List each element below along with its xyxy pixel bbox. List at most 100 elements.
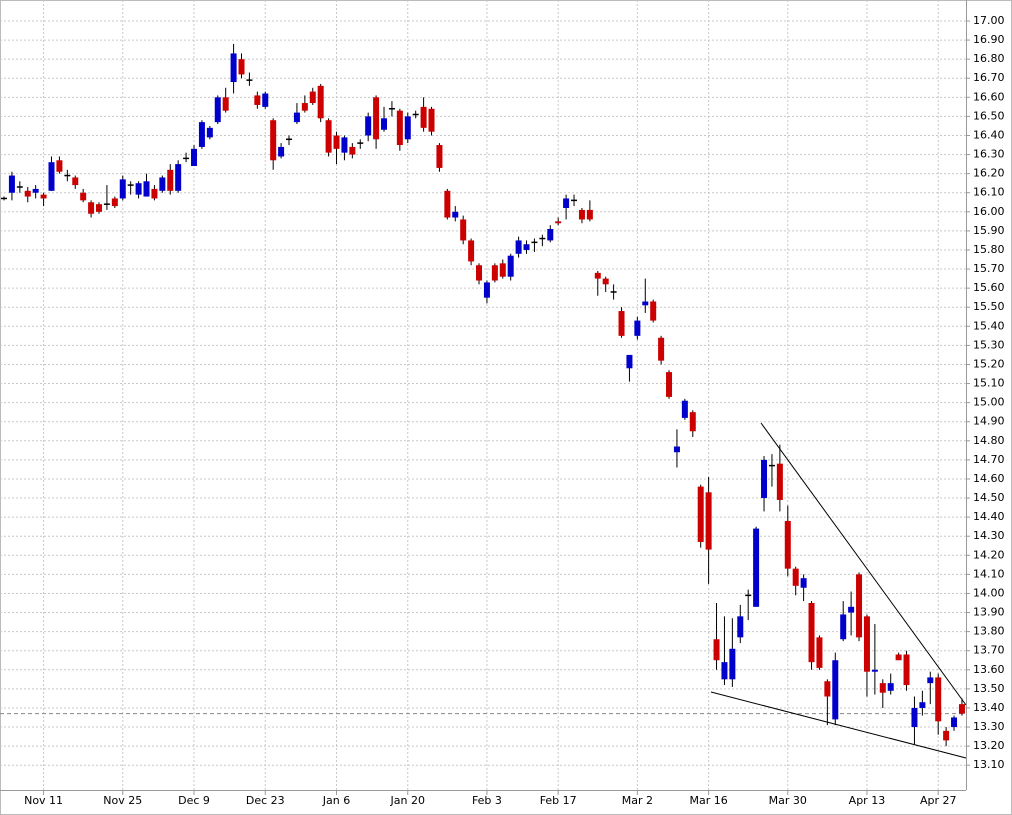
candle-body: [349, 146, 356, 155]
candle-body: [32, 188, 39, 193]
y-tick-label: 14.20: [973, 548, 1005, 561]
y-tick-label: 16.60: [973, 90, 1005, 103]
candle-body: [293, 112, 300, 123]
y-tick-label: 13.20: [973, 739, 1005, 752]
candle-body: [24, 190, 31, 197]
candle-body: [56, 160, 63, 172]
candles: [1, 43, 965, 747]
x-tick-label: Apr 13: [849, 794, 886, 807]
candle-body: [634, 320, 641, 336]
y-tick-label: 16.50: [973, 109, 1005, 122]
x-tick-label: Nov 25: [103, 794, 142, 807]
candle-body: [895, 654, 902, 661]
y-tick-label: 14.80: [973, 434, 1005, 447]
x-tick-label: Dec 9: [178, 794, 210, 807]
x-tick-label: Feb 3: [472, 794, 502, 807]
candle-body: [879, 683, 886, 693]
candle-body: [428, 108, 435, 132]
candle-body: [191, 148, 198, 167]
candle-body: [658, 337, 665, 361]
candle-body: [871, 669, 878, 672]
candle-body: [666, 372, 673, 397]
candle-body: [333, 135, 340, 149]
y-tick-label: 14.40: [973, 510, 1005, 523]
y-tick-label: 16.90: [973, 33, 1005, 46]
candle-body: [792, 568, 799, 586]
y-tick-label: 15.90: [973, 224, 1005, 237]
candle-body: [183, 157, 190, 160]
y-tick-label: 16.30: [973, 148, 1005, 161]
y-tick-label: 14.50: [973, 491, 1005, 504]
candle-body: [246, 79, 253, 81]
candle-body: [460, 219, 467, 241]
candle-body: [800, 578, 807, 588]
candle-body: [768, 464, 775, 467]
candle-body: [745, 594, 752, 597]
candle-body: [436, 145, 443, 168]
y-tick-label: 13.80: [973, 625, 1005, 638]
candle-body: [167, 169, 174, 191]
candle-body: [618, 311, 625, 336]
candle-body: [309, 91, 316, 104]
trend-line-upper: [760, 422, 967, 706]
candle-body: [642, 301, 649, 306]
y-tick-label: 14.10: [973, 567, 1005, 580]
candle-body: [452, 211, 459, 218]
candle-body: [531, 241, 538, 244]
candle-body: [832, 660, 839, 720]
candle-body: [571, 199, 578, 202]
candle-body: [404, 116, 411, 140]
candle-body: [127, 184, 134, 186]
candle-body: [254, 95, 261, 105]
y-tick-label: 15.80: [973, 243, 1005, 256]
candle-body: [270, 120, 277, 161]
candle-body: [444, 190, 451, 218]
candle-body: [808, 602, 815, 663]
candle-body: [776, 463, 783, 500]
candle-body: [64, 174, 71, 177]
candle-body: [721, 662, 728, 680]
candle-body: [159, 177, 166, 191]
candle-body: [103, 203, 110, 205]
candle-body: [40, 194, 47, 199]
candle-body: [396, 110, 403, 146]
y-tick-label: 14.30: [973, 529, 1005, 542]
candle-body: [96, 204, 103, 212]
candle-body: [151, 188, 158, 199]
y-tick-label: 13.40: [973, 701, 1005, 714]
y-tick-label: 14.70: [973, 453, 1005, 466]
y-tick-label: 14.00: [973, 586, 1005, 599]
candle-body: [586, 209, 593, 220]
candle-body: [602, 278, 609, 285]
candle-body: [840, 614, 847, 640]
candle-body: [88, 202, 95, 214]
y-tick-label: 13.70: [973, 644, 1005, 657]
candle-body: [507, 255, 514, 277]
trend-line-lower: [710, 691, 967, 759]
y-tick-label: 16.00: [973, 205, 1005, 218]
candle-body: [80, 192, 87, 201]
y-tick-label: 16.10: [973, 186, 1005, 199]
candle-body: [48, 162, 55, 191]
candle-body: [863, 616, 870, 672]
y-tick-label: 13.50: [973, 682, 1005, 695]
candle-body: [420, 106, 427, 128]
y-tick-label: 13.60: [973, 663, 1005, 676]
candle-body: [824, 681, 831, 697]
candle-body: [935, 677, 942, 722]
y-tick-label: 15.30: [973, 338, 1005, 351]
x-tick-label: Dec 23: [246, 794, 285, 807]
candle-body: [626, 354, 633, 369]
candle-body: [729, 648, 736, 680]
candle-body: [943, 730, 950, 741]
candle-body: [737, 616, 744, 638]
y-tick-label: 15.50: [973, 300, 1005, 313]
candle-body: [468, 240, 475, 262]
candle-body: [911, 707, 918, 728]
candle-body: [951, 717, 958, 728]
candle-body: [903, 654, 910, 686]
y-tick-label: 13.10: [973, 758, 1005, 771]
candle-body: [483, 282, 490, 298]
